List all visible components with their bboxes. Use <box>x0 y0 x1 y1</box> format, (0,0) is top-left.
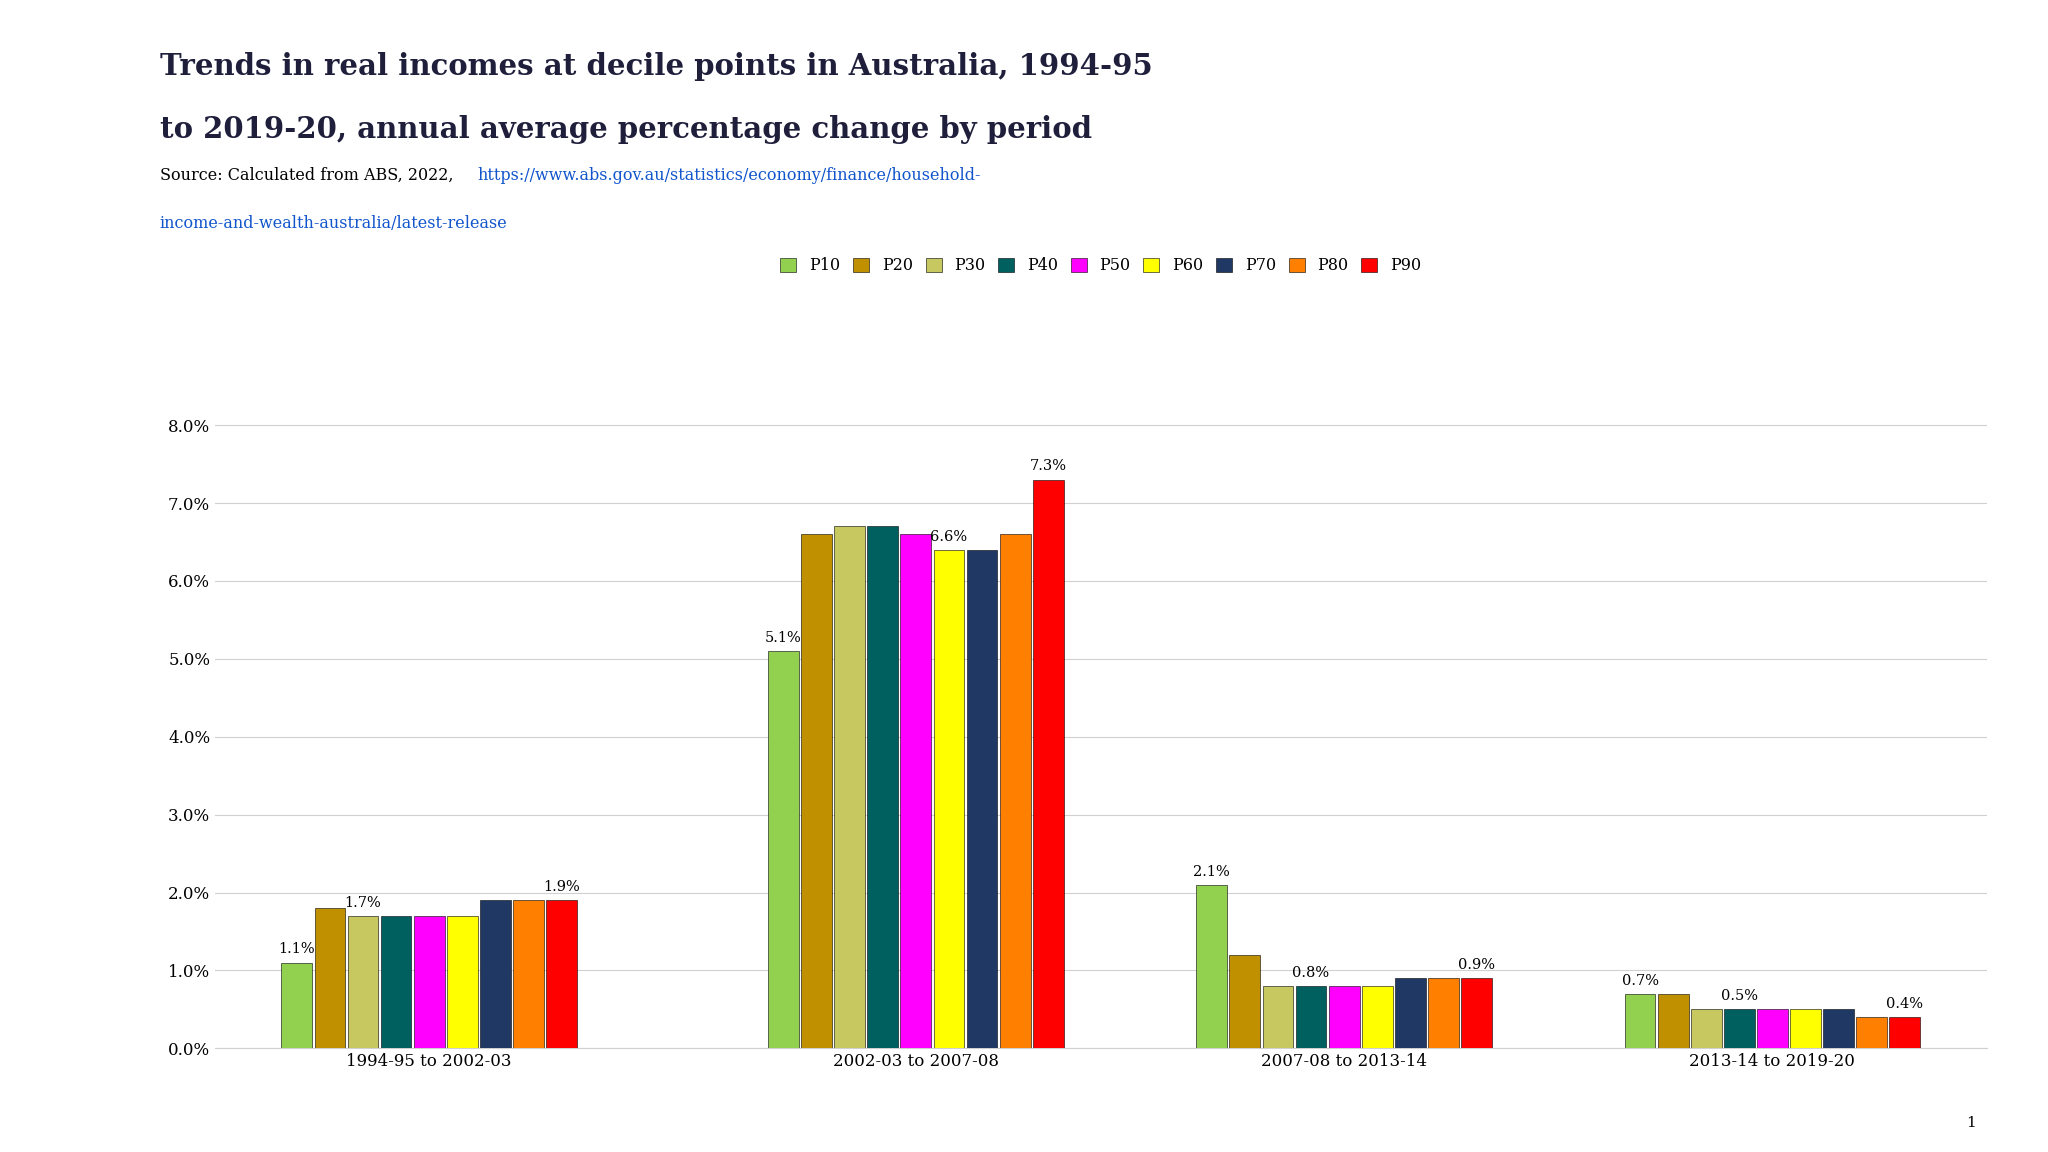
Text: 6.6%: 6.6% <box>930 530 967 544</box>
Text: 1: 1 <box>1966 1115 1976 1130</box>
Bar <box>1196 885 1227 1048</box>
Bar <box>901 535 932 1048</box>
Bar <box>381 916 412 1048</box>
Bar <box>1329 986 1360 1048</box>
Bar <box>1855 1017 1886 1048</box>
Bar <box>768 651 799 1048</box>
Text: 0.8%: 0.8% <box>1292 965 1329 979</box>
Bar <box>446 916 477 1048</box>
Text: Source: Calculated from ABS, 2022,: Source: Calculated from ABS, 2022, <box>160 167 459 184</box>
Bar <box>1624 994 1655 1048</box>
Bar <box>414 916 444 1048</box>
Bar <box>1460 978 1491 1048</box>
Bar <box>1757 1009 1788 1048</box>
Bar <box>1724 1009 1755 1048</box>
Text: income-and-wealth-australia/latest-release: income-and-wealth-australia/latest-relea… <box>160 215 508 233</box>
Bar <box>315 908 346 1048</box>
Text: 0.5%: 0.5% <box>1720 990 1757 1003</box>
Bar <box>1657 994 1688 1048</box>
Bar <box>934 550 965 1048</box>
Text: 5.1%: 5.1% <box>766 631 803 645</box>
Bar <box>868 526 899 1048</box>
Text: 0.9%: 0.9% <box>1458 958 1495 972</box>
Bar <box>999 535 1030 1048</box>
Bar <box>1395 978 1425 1048</box>
Bar <box>1229 955 1260 1048</box>
Text: 1.7%: 1.7% <box>344 895 381 910</box>
Bar <box>1692 1009 1722 1048</box>
Text: Trends in real incomes at decile points in Australia, 1994-95: Trends in real incomes at decile points … <box>160 52 1153 81</box>
Bar <box>1296 986 1327 1048</box>
Bar <box>281 963 311 1048</box>
Text: 7.3%: 7.3% <box>1030 460 1067 473</box>
Bar <box>801 535 831 1048</box>
Text: https://www.abs.gov.au/statistics/economy/finance/household-: https://www.abs.gov.au/statistics/econom… <box>477 167 981 184</box>
Text: 1.9%: 1.9% <box>543 880 580 894</box>
Bar <box>348 916 379 1048</box>
Bar <box>1790 1009 1821 1048</box>
Bar <box>1362 986 1393 1048</box>
Bar <box>1890 1017 1921 1048</box>
Text: 1.1%: 1.1% <box>279 942 315 956</box>
Bar <box>1823 1009 1853 1048</box>
Legend: P10, P20, P30, P40, P50, P60, P70, P80, P90: P10, P20, P30, P40, P50, P60, P70, P80, … <box>774 251 1427 281</box>
Text: 2.1%: 2.1% <box>1194 864 1231 879</box>
Bar <box>514 901 545 1048</box>
Bar <box>1427 978 1458 1048</box>
Bar <box>547 901 578 1048</box>
Bar <box>834 526 864 1048</box>
Bar <box>1262 986 1294 1048</box>
Text: to 2019-20, annual average percentage change by period: to 2019-20, annual average percentage ch… <box>160 115 1092 144</box>
Bar <box>479 901 510 1048</box>
Bar <box>1032 479 1063 1048</box>
Text: 0.7%: 0.7% <box>1622 973 1659 987</box>
Text: 0.4%: 0.4% <box>1886 996 1923 1011</box>
Bar <box>967 550 997 1048</box>
